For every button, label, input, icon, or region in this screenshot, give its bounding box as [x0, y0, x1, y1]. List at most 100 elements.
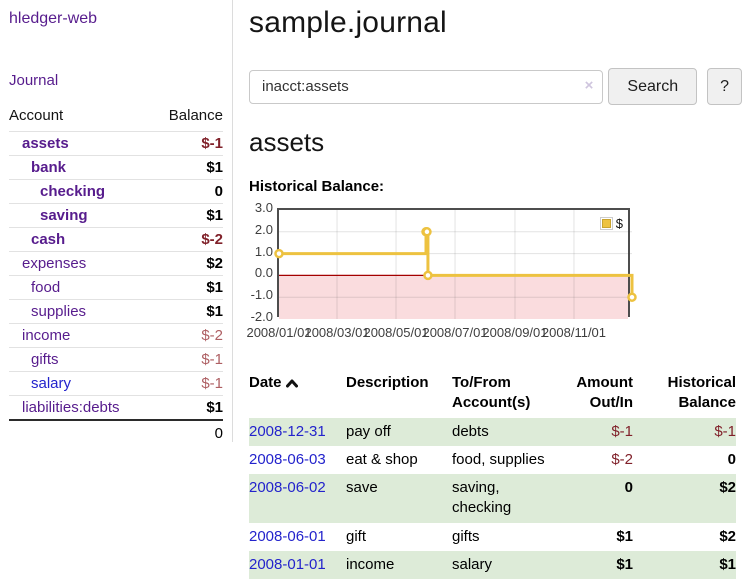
chart-series-svg [274, 210, 637, 319]
sidebar-account-link[interactable]: gifts [31, 351, 59, 368]
x-axis-tick-label: 2008/05/01 [363, 325, 429, 340]
account-heading: assets [249, 127, 325, 157]
transaction-row: 2008-12-31 pay off debts $-1 $-1 [249, 417, 736, 446]
data-point-marker [423, 270, 433, 281]
sidebar-account-link[interactable]: food [31, 279, 61, 296]
transaction-amount: $-2 [611, 450, 633, 468]
account-row: saving $1 [9, 203, 223, 228]
account-row: bank $1 [9, 155, 223, 180]
sidebar-account-balance: $1 [152, 155, 223, 180]
transaction-accounts: saving, checking [452, 479, 512, 517]
data-point-marker [422, 227, 432, 237]
register-header-accounts: To/From Account(s) [452, 374, 531, 412]
register-header-row: Date Description To/From Account(s) Amou… [249, 371, 736, 418]
sidebar-account-link[interactable]: income [22, 327, 71, 344]
register-table: Date Description To/From Account(s) Amou… [249, 371, 736, 579]
chart-legend: $ [599, 216, 623, 231]
transaction-row: 2008-06-03 eat & shop food, supplies $-2 0 [249, 446, 736, 474]
chart-heading: Historical Balance: [249, 178, 385, 195]
accounts-table: Account Balance assets $-1 bank $1 checking 0… [9, 105, 223, 446]
account-row: gifts $-1 [9, 347, 223, 372]
x-axis-tick-label: 2008/09/01 [482, 325, 548, 340]
sidebar-account-link[interactable]: bank [31, 159, 67, 176]
register-header-description: Description [346, 374, 429, 391]
transaction-date-link[interactable]: 2008-01-01 [249, 555, 326, 573]
sort-ascending-icon [285, 374, 298, 394]
sidebar-account-balance: $-1 [152, 347, 223, 372]
transaction-description: income [346, 555, 395, 573]
transaction-row: 2008-06-01 gift gifts $1 $2 [249, 523, 736, 551]
legend-swatch-frame [599, 217, 613, 230]
sidebar-account-balance: $-1 [152, 131, 223, 156]
sidebar-account-link[interactable]: assets [22, 135, 69, 152]
transaction-description: save [346, 479, 378, 496]
accounts-total-value: 0 [152, 419, 223, 446]
sidebar-item-journal[interactable]: Journal [9, 72, 59, 89]
account-row: expenses $2 [9, 251, 223, 276]
transaction-balance: $2 [719, 479, 736, 496]
sidebar-account-balance: $2 [152, 251, 223, 276]
sidebar-account-link[interactable]: expenses [22, 255, 87, 272]
transaction-accounts: debts [452, 422, 489, 440]
transaction-amount: $1 [616, 527, 633, 545]
accounts-header-account: Account [9, 107, 64, 124]
sidebar-account-link[interactable]: supplies [31, 303, 87, 320]
accounts-total-spacer [9, 419, 153, 446]
search-input[interactable] [249, 69, 604, 104]
transaction-date-link[interactable]: 2008-06-01 [249, 527, 326, 545]
chart-negative-region [279, 275, 628, 319]
transaction-date-link[interactable]: 2008-06-02 [249, 479, 326, 496]
transaction-date-link[interactable]: 2008-12-31 [249, 422, 326, 440]
account-row: cash $-2 [9, 227, 223, 252]
transaction-amount: $1 [616, 555, 633, 573]
transaction-date-link[interactable]: 2008-06-03 [249, 450, 326, 468]
clear-search-icon[interactable]: × [584, 76, 594, 94]
historical-balance-chart: $ 3.0 2.0 1.0 0.0 -1.0 -2.0 2008/01/01 2008/03/… [246, 200, 742, 346]
transaction-row: 2008-06-02 save saving, checking 0 $2 [249, 474, 736, 523]
account-row: supplies $1 [9, 299, 223, 324]
sidebar-account-balance: $1 [152, 395, 223, 420]
sidebar-account-link[interactable]: checking [40, 183, 106, 200]
accounts-header-row: Account Balance [9, 105, 223, 132]
sidebar: hledger-web Journal Account Balance asse… [0, 0, 233, 446]
legend-swatch-icon [601, 219, 611, 228]
transaction-accounts: food, supplies [452, 450, 545, 468]
sidebar-account-balance: 0 [152, 179, 223, 204]
register-header-date[interactable]: Date [249, 371, 346, 418]
transaction-balance: $2 [719, 527, 736, 545]
transaction-row: 2008-01-01 income salary $1 $1 [249, 550, 736, 579]
sidebar-account-link[interactable]: salary [31, 375, 72, 392]
sidebar-account-balance: $1 [152, 275, 223, 300]
app-brand-link[interactable]: hledger-web [9, 10, 98, 27]
account-row: assets $-1 [9, 131, 223, 156]
y-axis-tick-label: -1.0 [250, 287, 273, 303]
help-button[interactable]: ? [707, 68, 742, 105]
transaction-accounts: gifts [452, 527, 480, 545]
chart-plot-area: $ [274, 208, 637, 319]
sidebar-account-balance: $1 [152, 299, 223, 324]
x-axis-tick-label: 2008/03/01 [304, 325, 370, 340]
transaction-description: pay off [346, 422, 391, 440]
search-button[interactable]: Search [608, 68, 698, 105]
register-header-balance: Historical Balance [667, 374, 736, 412]
sidebar-account-balance: $-2 [152, 227, 223, 252]
data-point-marker [274, 248, 284, 259]
sidebar-account-link[interactable]: cash [31, 231, 66, 248]
register-header-amount: Amount Out/In [576, 374, 633, 412]
data-point-marker [627, 292, 637, 302]
accounts-header-balance: Balance [168, 107, 223, 124]
account-row: liabilities:debts $1 [9, 395, 223, 420]
y-axis-tick-label: -2.0 [250, 309, 273, 324]
sidebar-account-balance: $-1 [152, 371, 223, 396]
x-axis-tick-label: 2008/11/01 [541, 325, 607, 340]
transaction-amount: $-1 [611, 422, 633, 440]
main-content: sample.journal × Search ? assets Histori… [246, 0, 742, 579]
transaction-accounts: salary [452, 555, 493, 573]
transaction-amount: 0 [624, 479, 633, 496]
y-axis-tick-label: 3.0 [254, 200, 273, 215]
sidebar-account-balance: $-2 [152, 323, 223, 348]
sidebar-account-link[interactable]: liabilities:debts [22, 399, 120, 416]
account-row: checking 0 [9, 179, 223, 204]
sidebar-account-link[interactable]: saving [40, 207, 88, 224]
transaction-description: gift [346, 527, 367, 545]
